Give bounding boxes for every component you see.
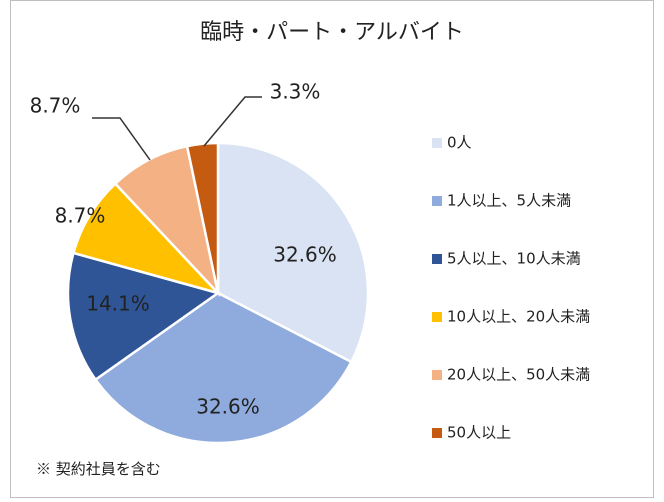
data-label: 32.6% — [273, 243, 337, 267]
pie-slice — [66, 251, 221, 382]
leader-line — [203, 96, 262, 147]
legend-swatch — [432, 370, 442, 380]
legend-label: 50人以上 — [447, 424, 511, 442]
legend-swatch — [432, 138, 442, 148]
data-label: 3.3% — [270, 80, 321, 104]
pie-slice — [93, 291, 353, 445]
data-label: 8.7% — [30, 94, 81, 118]
pie-slice — [113, 144, 221, 298]
chart-title: 臨時・パート・アルバイト — [200, 20, 464, 45]
legend-swatch — [432, 254, 442, 264]
data-label: 14.1% — [86, 292, 150, 316]
legend-swatch — [432, 428, 442, 438]
legend-label: 10人以上、20人未満 — [447, 308, 590, 326]
pie-slice — [71, 181, 222, 296]
legend-swatch — [432, 312, 442, 322]
legend-swatch — [432, 196, 442, 206]
data-label: 32.6% — [196, 395, 260, 419]
pie-slice — [216, 141, 370, 364]
legend-label: 0人 — [447, 134, 472, 152]
legend-label: 5人以上、10人未満 — [447, 250, 581, 268]
legend-label: 20人以上、50人未満 — [447, 366, 590, 384]
pie-slice — [185, 141, 220, 294]
note: ※ 契約社員を含む — [36, 460, 161, 478]
data-label: 8.7% — [55, 204, 106, 228]
legend-label: 1人以上、5人未満 — [447, 192, 571, 210]
leader-line — [92, 117, 151, 161]
